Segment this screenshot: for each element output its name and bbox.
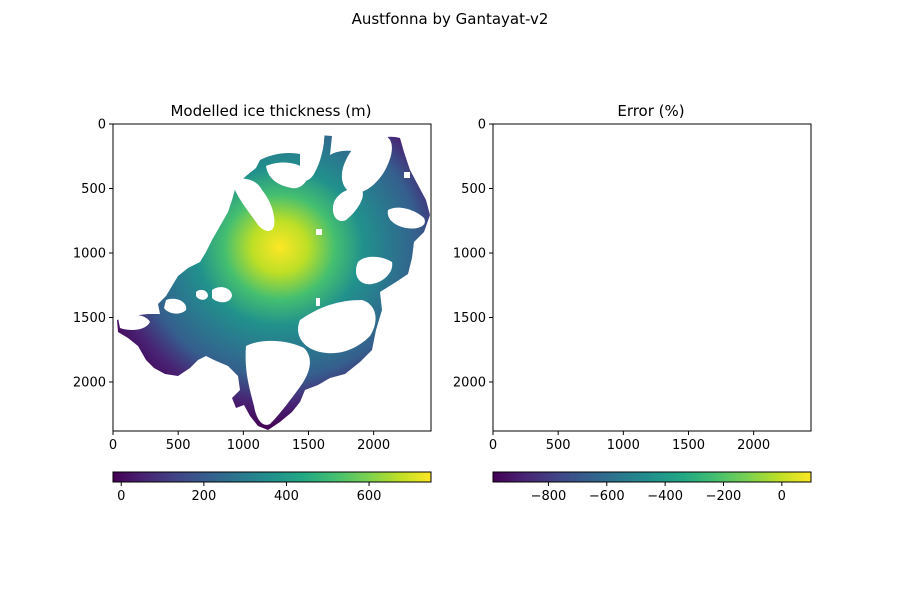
colorbar-tick-label: 400 bbox=[274, 489, 299, 504]
error-colorbar-gradient bbox=[493, 472, 811, 482]
thickness-panel: Modelled ice thickness (m) 0 500 1000 1500 2… bbox=[73, 102, 432, 454]
colorbar-tick-label: 0 bbox=[778, 489, 786, 504]
nunatak-north bbox=[266, 162, 308, 189]
error-panel-frame bbox=[492, 123, 812, 432]
thickness-colorbar: 0 200 400 600 bbox=[112, 471, 432, 504]
error-colorbar: −800 −600 −400 −200 0 bbox=[492, 471, 812, 504]
nunatak-south-east bbox=[355, 256, 393, 285]
nunatak-far-west bbox=[164, 298, 187, 314]
thickness-panel-ticks: 0 500 1000 1500 2000 0 500 1000 1500 2000 bbox=[73, 118, 390, 454]
colorbar-tick-label: −600 bbox=[589, 489, 625, 504]
y-tick-label: 2000 bbox=[453, 375, 486, 390]
nunatak-spot bbox=[316, 229, 322, 235]
y-tick-label: 0 bbox=[98, 118, 106, 133]
error-panel-title: Error (%) bbox=[617, 102, 684, 120]
colorbar-tick-label: 0 bbox=[117, 489, 125, 504]
thickness-panel-title: Modelled ice thickness (m) bbox=[170, 102, 371, 120]
error-colorbar-ticks: −800 −600 −400 −200 0 bbox=[531, 482, 786, 504]
y-tick-label: 1500 bbox=[73, 311, 106, 326]
y-tick-label: 500 bbox=[81, 182, 106, 197]
error-panel-ticks: 0 500 1000 1500 2000 0 500 1000 1500 2000 bbox=[453, 118, 770, 454]
nunatak-north-west bbox=[232, 178, 275, 231]
x-tick-label: 1500 bbox=[672, 438, 705, 453]
thickness-panel-frame bbox=[112, 123, 432, 432]
y-tick-label: 1000 bbox=[73, 246, 106, 261]
x-tick-label: 500 bbox=[166, 438, 191, 453]
thickness-colorbar-frame bbox=[112, 471, 432, 483]
x-tick-label: 0 bbox=[109, 438, 117, 453]
error-colorbar-frame bbox=[492, 471, 812, 483]
y-tick-label: 500 bbox=[461, 182, 486, 197]
error-panel-plot-area bbox=[493, 124, 811, 431]
x-tick-label: 2000 bbox=[357, 438, 390, 453]
nunatak-west-tiny bbox=[196, 289, 208, 300]
nunatak-far-west-bay bbox=[118, 314, 150, 330]
y-tick-label: 2000 bbox=[73, 375, 106, 390]
nunatak-south-west-lobe bbox=[245, 340, 310, 425]
y-tick-label: 0 bbox=[478, 118, 486, 133]
nunatak-north-central bbox=[300, 124, 325, 181]
error-panel: Error (%) 0 500 1000 1500 2000 0 500 1000 1500 20… bbox=[453, 102, 812, 454]
x-tick-label: 1000 bbox=[607, 438, 640, 453]
x-tick-label: 1000 bbox=[227, 438, 260, 453]
nunatak-spot bbox=[404, 172, 410, 178]
x-tick-label: 1500 bbox=[292, 438, 325, 453]
colorbar-tick-label: 600 bbox=[357, 489, 382, 504]
y-tick-label: 1000 bbox=[453, 246, 486, 261]
colorbar-tick-label: 200 bbox=[191, 489, 216, 504]
thickness-colorbar-ticks: 0 200 400 600 bbox=[117, 482, 381, 504]
nunatak-spot bbox=[316, 298, 320, 306]
figure-title: Austfonna by Gantayat-v2 bbox=[352, 10, 549, 28]
nunatak-west-small bbox=[212, 287, 232, 303]
colorbar-tick-label: −400 bbox=[647, 489, 683, 504]
x-tick-label: 2000 bbox=[737, 438, 770, 453]
nunatak-south bbox=[298, 300, 376, 354]
colorbar-tick-label: −800 bbox=[531, 489, 567, 504]
x-tick-label: 0 bbox=[489, 438, 497, 453]
nunatak-east bbox=[387, 207, 425, 229]
x-tick-label: 500 bbox=[546, 438, 571, 453]
colorbar-tick-label: −200 bbox=[706, 489, 742, 504]
nunatak-centre-east bbox=[332, 188, 363, 222]
thickness-colorbar-gradient bbox=[113, 472, 431, 482]
y-tick-label: 1500 bbox=[453, 311, 486, 326]
nunatak-north-east bbox=[341, 135, 392, 194]
